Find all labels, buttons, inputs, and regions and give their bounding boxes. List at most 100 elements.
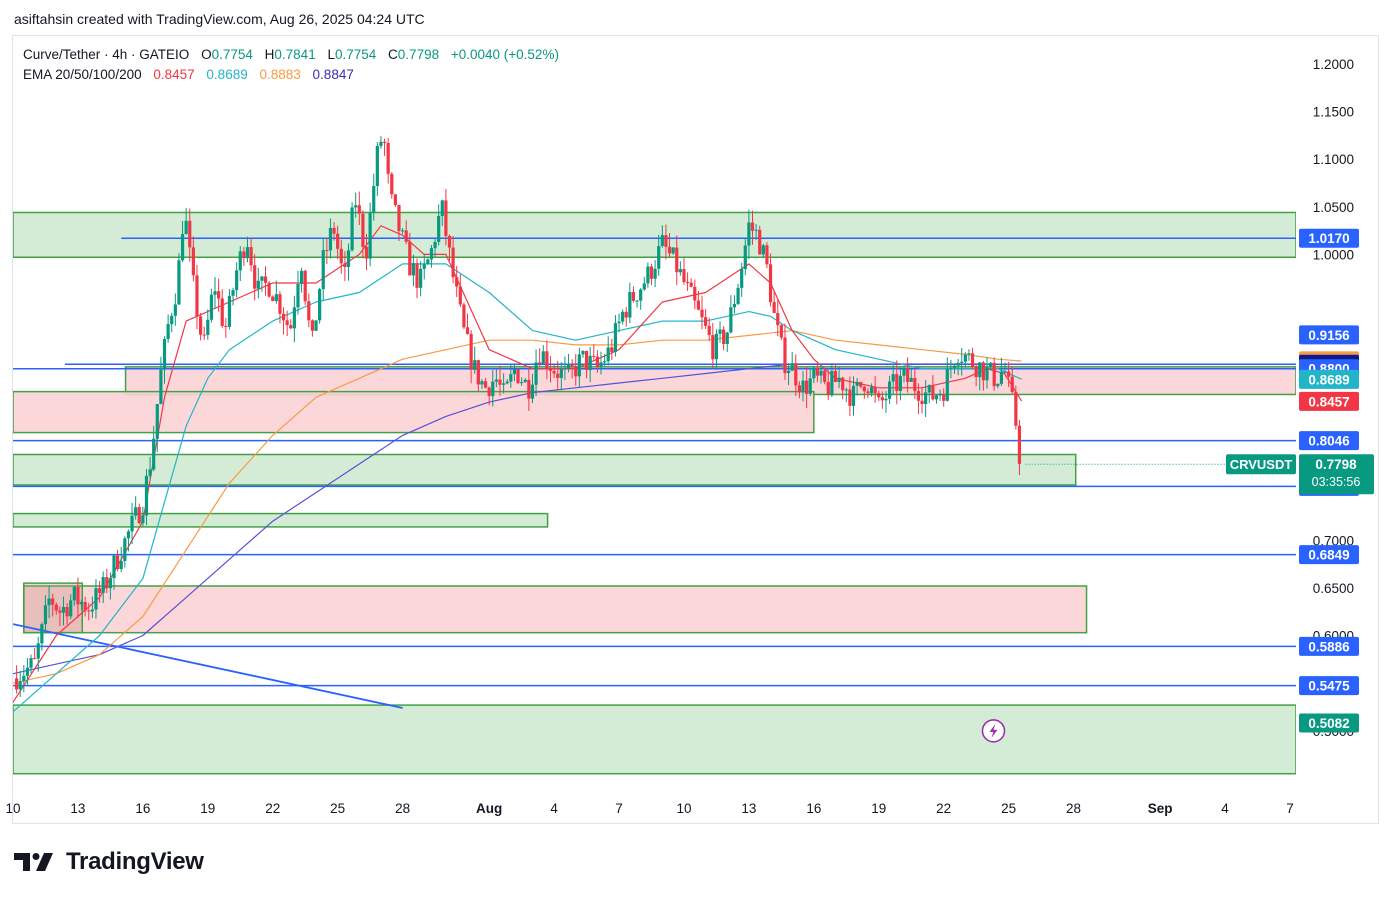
candle-up — [433, 241, 437, 249]
candle-down — [805, 380, 809, 394]
candle-down — [772, 302, 776, 314]
candle-down — [548, 368, 553, 371]
candle-down — [415, 263, 419, 288]
candle-up — [318, 289, 322, 321]
high-label: H — [264, 47, 275, 62]
candle-up — [617, 321, 621, 324]
candle-up — [505, 381, 509, 384]
candle-up — [473, 360, 477, 370]
candle-down — [404, 230, 408, 242]
candle-up — [808, 378, 812, 394]
candle-up — [566, 363, 571, 369]
candle-up — [541, 351, 545, 364]
price-badge-text: 0.8457 — [1308, 394, 1349, 409]
candle-down — [447, 235, 452, 248]
support-zone-0 — [13, 211, 1296, 259]
candle-up — [159, 369, 163, 404]
candle-up — [732, 304, 737, 308]
x-tick-label: 10 — [5, 801, 20, 816]
candle-up — [740, 268, 744, 288]
candle-up — [635, 300, 639, 302]
candle-down — [815, 367, 820, 376]
candle-down — [1007, 371, 1011, 377]
candle-down — [253, 265, 257, 289]
last-price-value: 0.7798 — [1315, 457, 1357, 472]
chart-credit: asiftahsin created with TradingView.com,… — [14, 11, 425, 27]
x-tick-label: 28 — [395, 801, 410, 816]
candle-down — [58, 610, 62, 613]
candle-up — [400, 230, 405, 232]
candle-down — [487, 387, 491, 397]
candle-down — [224, 325, 228, 327]
candle-up — [891, 374, 895, 382]
candle-down — [76, 586, 80, 605]
candle-up — [512, 369, 517, 375]
y-tick-label: 1.0000 — [1313, 247, 1354, 262]
ema50-value: 0.8689 — [206, 67, 248, 82]
candle-up — [960, 361, 964, 363]
candle-up — [141, 515, 145, 524]
candle-down — [704, 317, 708, 326]
candle-down — [285, 320, 289, 326]
last-price-badge — [1299, 454, 1374, 495]
trendline — [13, 623, 403, 709]
candle-down — [584, 350, 589, 371]
candle-down — [325, 250, 329, 252]
candle-down — [476, 360, 480, 385]
candle-up — [963, 354, 967, 362]
candle-down — [483, 381, 488, 388]
candle-up — [924, 392, 928, 405]
candle-up — [646, 266, 650, 284]
candle-up — [29, 658, 33, 668]
candle-down — [667, 246, 672, 254]
candle-down — [198, 316, 203, 335]
candle-up — [411, 263, 416, 276]
symbol-label[interactable]: Curve/Tether · 4h · GATEIO — [23, 47, 190, 62]
candle-up — [40, 624, 44, 644]
symbol-tag-text: CRVUSDT — [1230, 457, 1293, 472]
ema20-value: 0.8457 — [153, 67, 195, 82]
candle-up — [501, 383, 506, 385]
candle-up — [354, 205, 358, 208]
close-value: 0.7798 — [397, 47, 440, 62]
ema-label[interactable]: EMA 20/50/100/200 — [23, 67, 142, 82]
close-label: C — [388, 47, 398, 62]
candle-down — [765, 245, 769, 265]
candle-down — [188, 220, 192, 248]
candle-up — [978, 362, 982, 378]
candle-down — [455, 277, 459, 287]
ema50-line — [13, 263, 1022, 713]
candle-down — [700, 309, 704, 318]
candle-down — [696, 300, 700, 310]
candle-up — [588, 355, 592, 371]
candle-up — [90, 609, 94, 612]
candle-up — [429, 248, 434, 260]
chart-frame[interactable] — [12, 35, 1379, 824]
candle-up — [494, 379, 498, 382]
candle-up — [581, 350, 585, 355]
tradingview-logo[interactable]: TradingView — [14, 848, 204, 876]
candle-down — [263, 276, 268, 283]
candle-down — [1014, 391, 1018, 426]
candle-down — [307, 301, 311, 321]
candle-up — [869, 386, 874, 394]
candle-up — [130, 515, 134, 532]
candle-down — [249, 247, 253, 266]
price-badge-0.5082 — [1299, 713, 1359, 733]
candle-down — [397, 205, 401, 232]
candle-down — [552, 370, 556, 374]
candle-down — [382, 141, 387, 143]
candle-down — [675, 247, 679, 273]
candle-up — [72, 586, 76, 601]
candle-down — [841, 377, 845, 391]
candle-down — [873, 386, 877, 394]
candle-up — [79, 602, 84, 605]
candle-down — [538, 362, 542, 364]
candle-up — [613, 323, 618, 352]
candle-down — [574, 366, 578, 377]
candle-down — [631, 292, 636, 301]
candle-up — [227, 295, 232, 327]
candle-down — [54, 604, 58, 611]
x-tick-label: 19 — [200, 801, 215, 816]
